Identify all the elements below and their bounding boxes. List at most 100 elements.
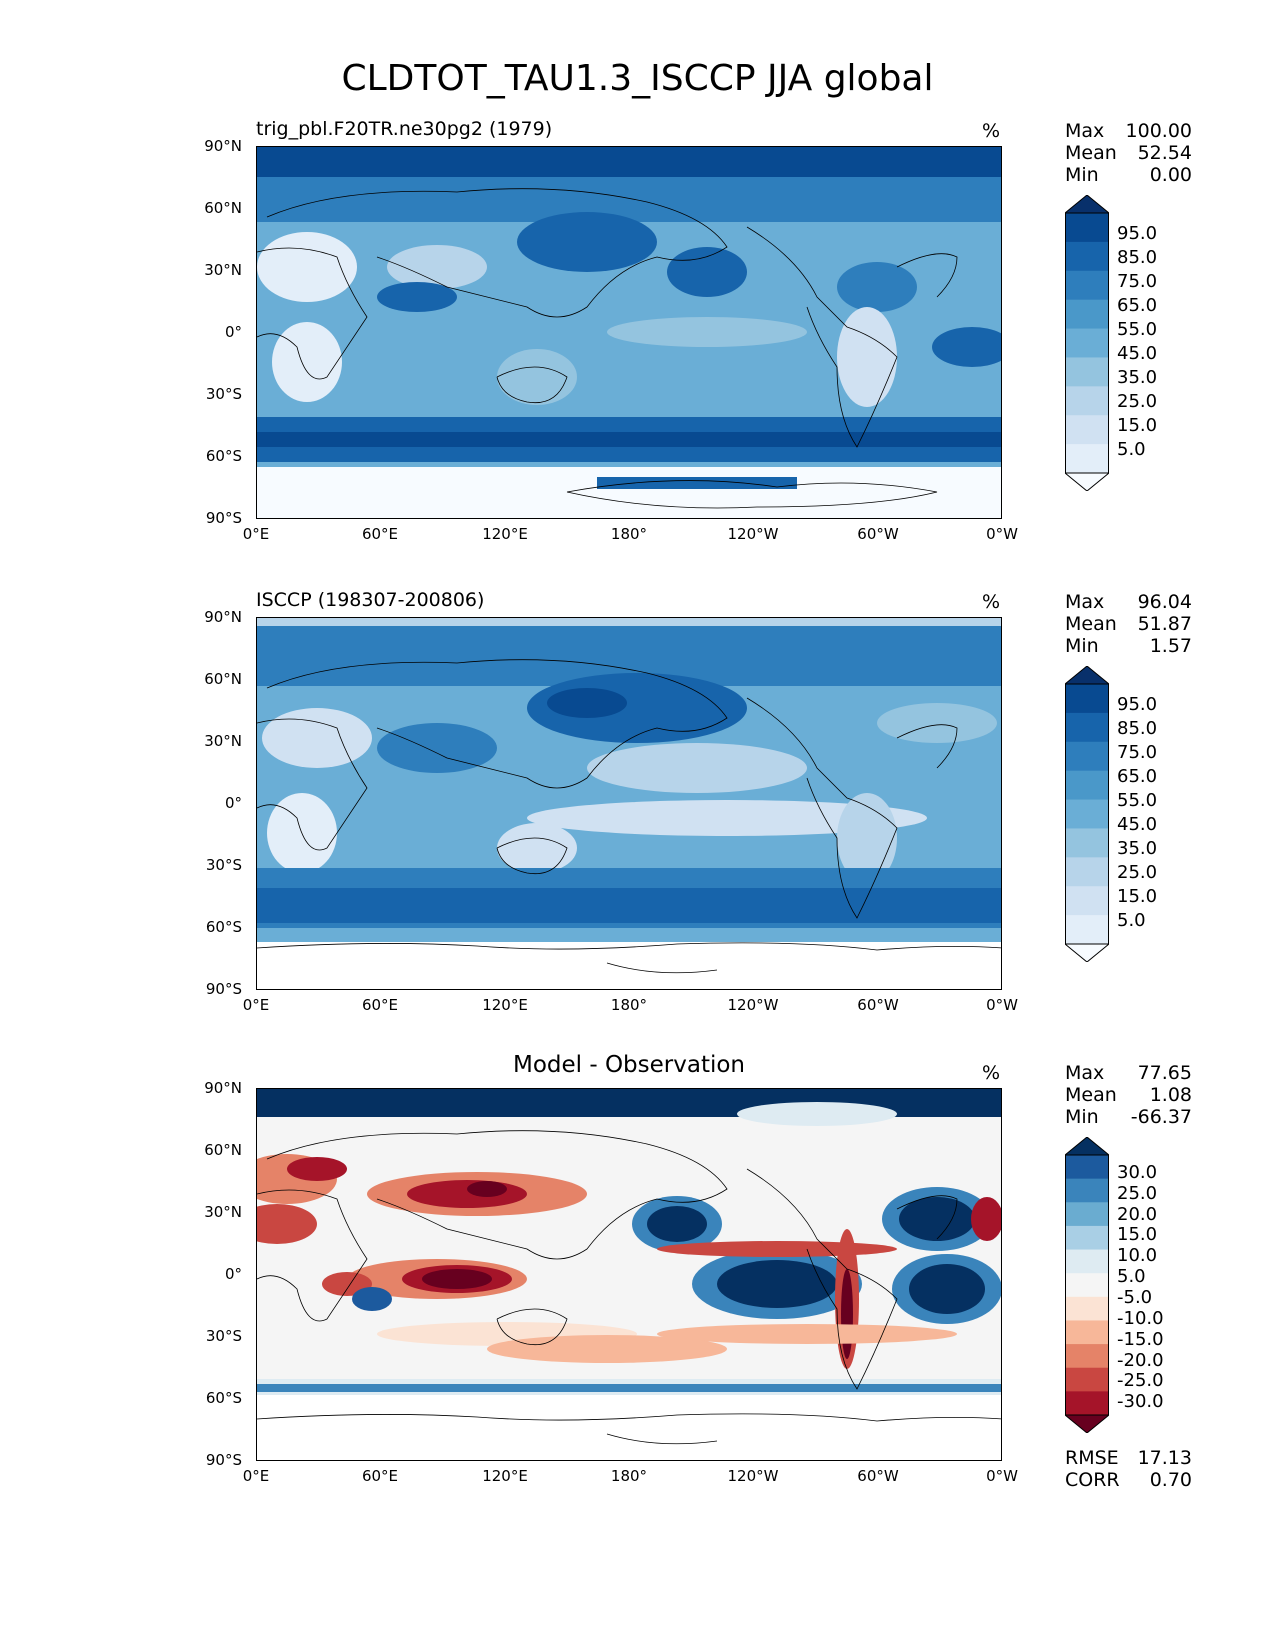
lat-tick-label: 30°S [205, 856, 242, 874]
colorbar-label: 95.0 [1117, 694, 1158, 715]
stat-mean: 51.87 [1137, 613, 1192, 635]
stat-min: 0.00 [1149, 164, 1192, 186]
colorbar-label: 5.0 [1117, 910, 1146, 931]
lat-tick-label: 60°S [205, 447, 242, 465]
stat-label: Min [1065, 164, 1099, 186]
colorbar-segment [1065, 886, 1109, 916]
lon-tick-label: 0°W [986, 996, 1018, 1014]
colorbar-label: 25.0 [1117, 1183, 1158, 1204]
colorbar-label: 5.0 [1117, 1266, 1146, 1287]
colorbar-label: 45.0 [1117, 343, 1158, 364]
colorbar-segment [1065, 444, 1109, 474]
stats-block: Max 77.65 Mean 1.08 Min -66.37 [1065, 1062, 1192, 1128]
panel-difference: Model - Observation % [0, 1052, 1275, 1492]
colorbar-label: 55.0 [1117, 319, 1158, 340]
lon-tick-label: 120°E [482, 1467, 528, 1485]
colorbar-segment [1065, 1296, 1109, 1321]
colorbar-label: 45.0 [1117, 814, 1158, 835]
lon-tick-label: 0°W [986, 1467, 1018, 1485]
stats-block: Max 96.04 Mean 51.87 Min 1.57 [1065, 591, 1192, 657]
colorbar-label: 55.0 [1117, 790, 1158, 811]
lat-tick-label: 90°N [204, 137, 242, 155]
colorbar-segment [1065, 1367, 1109, 1392]
lat-tick-label: 30°N [204, 1203, 242, 1221]
lat-tick-label: 60°N [204, 670, 242, 688]
colorbar-segment [1065, 213, 1109, 243]
panel-title: ISCCP (198307-200806) [256, 589, 485, 611]
stat-max: 100.00 [1125, 120, 1192, 142]
colorbar-segment [1065, 1344, 1109, 1369]
panel-observation: ISCCP (198307-200806) % [0, 589, 1275, 1021]
colorbar-segment [1065, 1273, 1109, 1298]
colorbar-segment [1065, 915, 1109, 945]
lat-tick-label: 0° [224, 323, 242, 341]
colorbar-segment [1065, 1202, 1109, 1227]
stat-mean: 52.54 [1137, 142, 1192, 164]
map-svg [257, 1089, 1001, 1460]
metric-corr: 0.70 [1149, 1469, 1192, 1491]
colorbar-label: 30.0 [1117, 1162, 1158, 1183]
colorbar-segment [1065, 1155, 1109, 1180]
lat-tick-label: 30°S [205, 1327, 242, 1345]
lat-tick-label: 60°N [204, 1141, 242, 1159]
panel-model: trig_pbl.F20TR.ne30pg2 (1979) % [0, 118, 1275, 550]
colorbar-segment [1065, 857, 1109, 887]
colorbar [1065, 195, 1109, 491]
colorbar-label: 15.0 [1117, 415, 1158, 436]
stat-mean: 1.08 [1149, 1084, 1192, 1106]
lon-tick-label: 60°W [857, 525, 899, 543]
colorbar-label: -5.0 [1117, 1287, 1153, 1308]
stat-label: Mean [1065, 142, 1117, 164]
lat-tick-label: 90°S [205, 980, 242, 998]
stat-max: 77.65 [1137, 1062, 1192, 1084]
colorbar-label: -10.0 [1117, 1308, 1164, 1329]
map-svg [257, 147, 1001, 518]
colorbar-label: 20.0 [1117, 1204, 1158, 1225]
colorbar-segment [1065, 386, 1109, 416]
lat-tick-label: 90°S [205, 509, 242, 527]
panel-title: Model - Observation [512, 1052, 746, 1078]
colorbar-segment [1065, 270, 1109, 301]
lat-tick-label: 0° [224, 1265, 242, 1283]
colorbar-segment [1065, 299, 1109, 330]
stat-label: Max [1065, 591, 1105, 613]
colorbar-svg [1065, 1137, 1109, 1433]
lon-tick-label: 120°W [727, 1467, 779, 1485]
colorbar-extend-min [1065, 943, 1109, 962]
colorbar-svg [1065, 195, 1109, 491]
colorbar-segment [1065, 1249, 1109, 1274]
colorbar-label: 25.0 [1117, 391, 1158, 412]
colorbar-segment [1065, 357, 1109, 387]
lon-tick-label: 120°E [482, 996, 528, 1014]
colorbar-segment [1065, 770, 1109, 801]
stat-min: 1.57 [1149, 635, 1192, 657]
colorbar-segment [1065, 828, 1109, 858]
colorbar-label: -20.0 [1117, 1350, 1164, 1371]
colorbar-extend-min [1065, 472, 1109, 491]
stat-label: Min [1065, 1106, 1099, 1128]
colorbar-label: 65.0 [1117, 295, 1158, 316]
lat-tick-label: 30°N [204, 732, 242, 750]
lat-tick-label: 90°N [204, 1079, 242, 1097]
colorbar-label: 15.0 [1117, 1224, 1158, 1245]
lat-tick-label: 90°N [204, 608, 242, 626]
colorbar-label: 15.0 [1117, 886, 1158, 907]
colorbar-segment [1065, 241, 1109, 272]
lon-tick-label: 0°E [242, 996, 270, 1014]
colorbar-label: -25.0 [1117, 1370, 1164, 1391]
lat-tick-label: 60°N [204, 199, 242, 217]
lat-tick-label: 30°S [205, 385, 242, 403]
colorbar-segment [1065, 799, 1109, 829]
colorbar-label: 85.0 [1117, 247, 1158, 268]
map-plot-difference [256, 1088, 1002, 1461]
colorbar-extend-max [1065, 666, 1109, 685]
stats-block: Max 100.00 Mean 52.54 Min 0.00 [1065, 120, 1192, 186]
metric-label: RMSE [1065, 1447, 1119, 1469]
panel-title: trig_pbl.F20TR.ne30pg2 (1979) [256, 118, 553, 140]
lon-tick-label: 120°W [727, 996, 779, 1014]
colorbar-segment [1065, 1320, 1109, 1345]
colorbar-label: 25.0 [1117, 862, 1158, 883]
colorbar-label: 65.0 [1117, 766, 1158, 787]
lon-tick-label: 0°E [242, 525, 270, 543]
